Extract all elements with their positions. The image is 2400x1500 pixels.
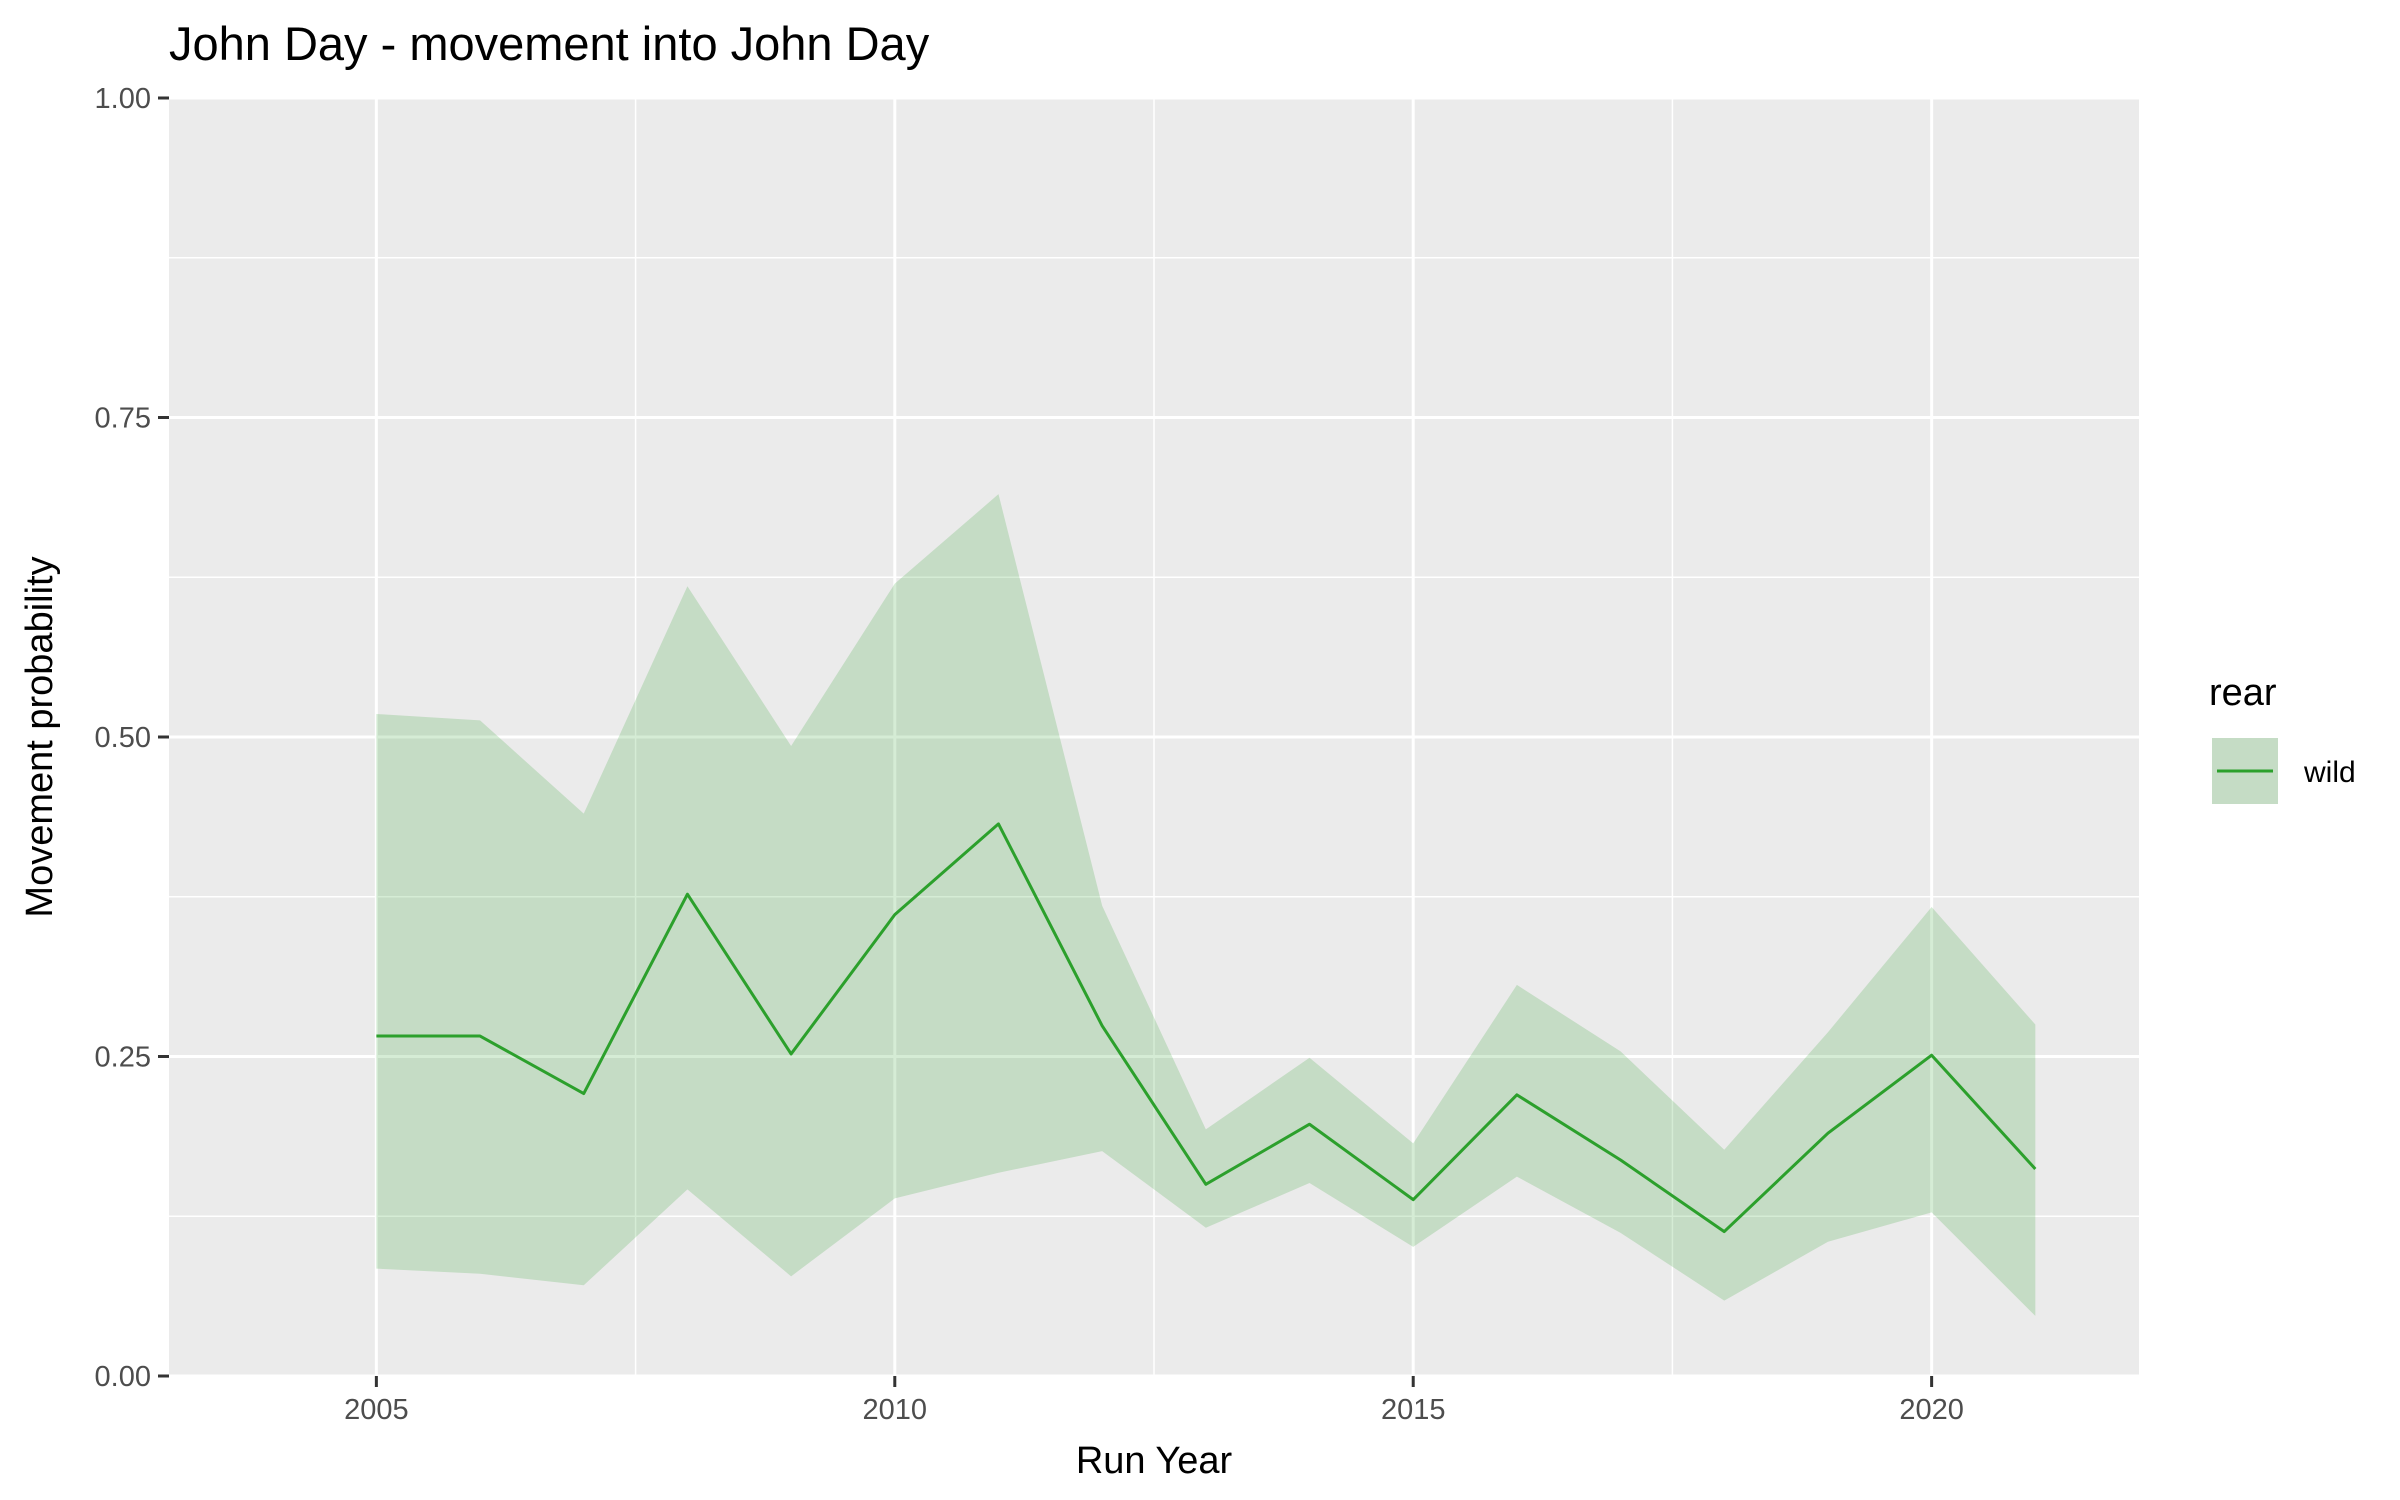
grid-major: [169, 96, 2139, 1378]
legend: rear wild: [2209, 672, 2356, 806]
x-tick-label: 2005: [344, 1394, 409, 1426]
legend-label-wild: wild: [2303, 756, 2356, 789]
x-tick-label: 2010: [863, 1394, 928, 1426]
ribbon-layer: [376, 494, 2036, 1316]
y-axis-title: Movement probability: [19, 556, 61, 917]
y-tick-label: 0.75: [95, 403, 151, 435]
y-axis: 0.00 0.25 0.50 0.75 1.00: [95, 83, 169, 1393]
y-tick-label: 1.00: [95, 83, 151, 115]
x-axis: 2005 2010 2015 2020: [344, 1376, 1964, 1426]
y-tick-label: 0.00: [95, 1361, 151, 1393]
series-line-wild: [376, 822, 2037, 1234]
legend-title: rear: [2209, 672, 2277, 714]
x-tick-label: 2015: [1381, 1394, 1446, 1426]
x-axis-title: Run Year: [1076, 1440, 1233, 1482]
y-tick-label: 0.50: [95, 722, 151, 754]
line-layer: [376, 822, 2037, 1234]
confidence-ribbon-wild: [376, 494, 2036, 1316]
y-tick-label: 0.25: [95, 1042, 151, 1074]
chart-title: John Day - movement into John Day: [169, 17, 930, 70]
x-tick-label: 2020: [1899, 1394, 1964, 1426]
